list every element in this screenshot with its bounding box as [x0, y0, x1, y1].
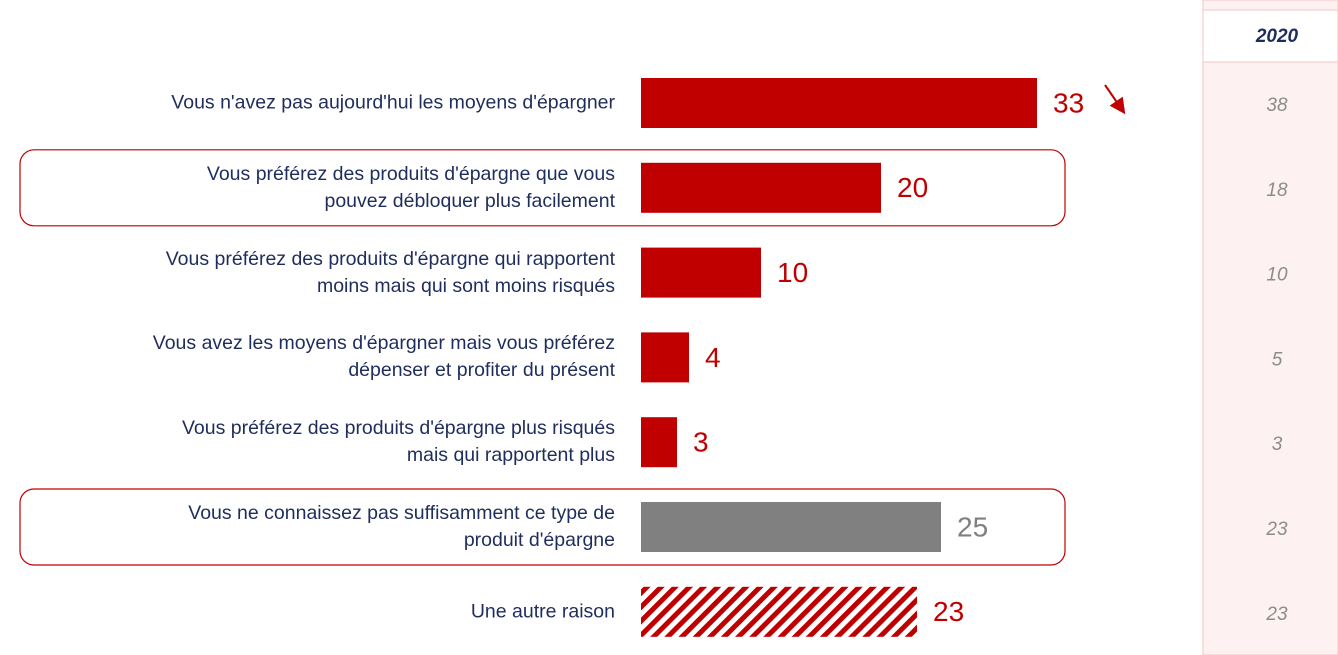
comparison-value: 38 — [1266, 95, 1288, 116]
comparison-column — [1202, 0, 1338, 655]
comparison-value: 3 — [1272, 434, 1283, 455]
value-label: 33 — [1053, 87, 1084, 118]
value-label: 20 — [897, 172, 928, 203]
category-label: Vous préférez des produits d'épargne plu… — [182, 417, 615, 467]
trend-arrow — [1104, 84, 1126, 115]
category-label: Une autre raison — [470, 600, 615, 623]
bar — [641, 586, 917, 637]
category-label: Vous ne connaissez pas suffisamment ce t… — [188, 502, 615, 551]
highlight-box — [19, 488, 1066, 566]
category-label: Vous préférez des produits d'épargne qui… — [165, 247, 615, 297]
bar — [641, 247, 761, 298]
comparison-header-box — [1202, 9, 1338, 63]
value-label: 10 — [777, 257, 808, 288]
bar — [641, 78, 1037, 128]
bar — [641, 417, 677, 468]
value-label: 23 — [933, 596, 964, 627]
category-label: Vous avez les moyens d'épargner mais vou… — [152, 332, 615, 382]
value-label: 3 — [693, 427, 709, 458]
value-label: 4 — [705, 342, 721, 373]
comparison-value: 10 — [1266, 265, 1288, 286]
highlight-box — [19, 149, 1066, 227]
comparison-header: 2020 — [1255, 26, 1299, 47]
category-label: Vous préférez des produits d'épargne que… — [206, 162, 615, 212]
bar — [641, 502, 941, 552]
comparison-value: 23 — [1265, 519, 1288, 540]
comparison-value: 18 — [1266, 180, 1288, 201]
value-label: 25 — [957, 511, 988, 542]
category-label: Vous n'avez pas aujourd'hui les moyens d… — [171, 91, 615, 114]
bar — [641, 162, 881, 213]
bar — [641, 332, 689, 383]
comparison-value: 23 — [1265, 604, 1288, 625]
comparison-value: 5 — [1272, 349, 1283, 370]
